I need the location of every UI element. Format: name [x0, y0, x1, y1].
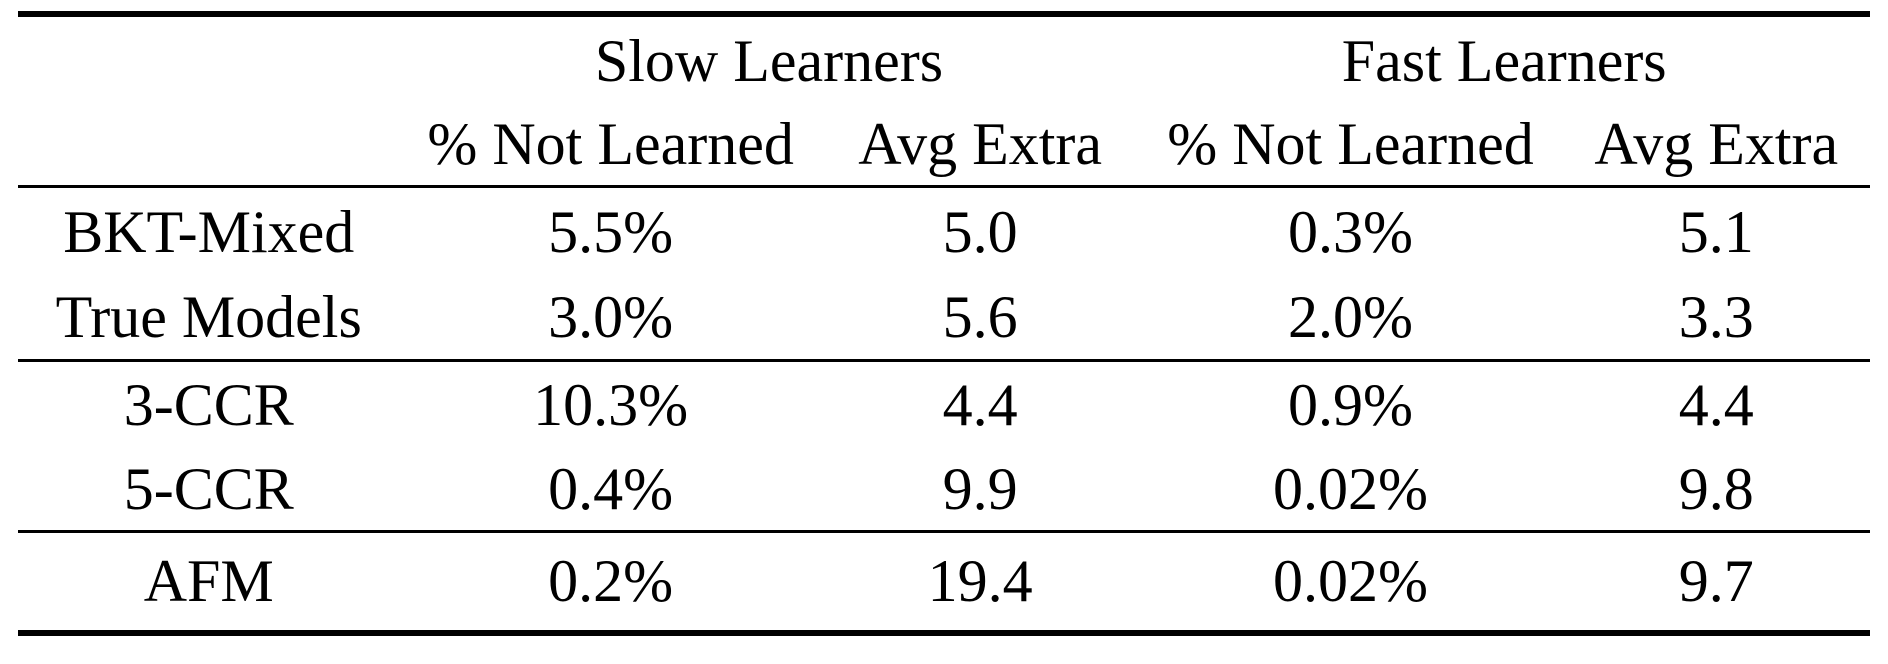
value-cell: 3.3 — [1562, 276, 1870, 362]
model-name-cell: True Models — [18, 276, 400, 362]
value-cell: 5.5% — [548, 198, 674, 265]
value-cell: 5.1 — [1678, 198, 1754, 265]
value-cell: 3.0% — [399, 276, 822, 362]
value-cell: 9.8 — [1562, 448, 1870, 533]
section-bkt: BKT-Mixed 5.5% 5.0 0.3% 5.1 True Models … — [18, 186, 1870, 362]
table-row-afm: AFM 0.2% 19.4 0.02% 9.7 — [18, 531, 1870, 633]
value-cell: 10.3% — [533, 371, 689, 438]
col-header-fast-not-learned: % Not Learned — [1138, 104, 1563, 188]
model-name-cell: 5-CCR — [18, 448, 400, 533]
value-cell: 4.4 — [1678, 371, 1754, 438]
col-header-slow-avg-extra: Avg Extra — [821, 104, 1139, 188]
section-afm: AFM 0.2% 19.4 0.02% 9.7 — [18, 531, 1870, 633]
value-cell: 0.02% — [1272, 548, 1428, 615]
value-cell: 5.6 — [821, 276, 1139, 362]
corner-empty-cell — [18, 14, 400, 104]
table-row-3ccr: 3-CCR 10.3% 4.4 0.9% 4.4 — [18, 360, 1870, 448]
group-header-fast-learners: Fast Learners — [1341, 27, 1667, 94]
model-header-empty-cell — [18, 104, 400, 188]
value-cell: 0.02% — [1138, 448, 1563, 533]
value-cell: 9.9 — [821, 448, 1139, 533]
group-header-slow-learners: Slow Learners — [594, 27, 944, 94]
value-cell: 0.2% — [548, 548, 674, 615]
value-cell: 0.9% — [1287, 371, 1413, 438]
model-name-cell: 3-CCR — [123, 371, 294, 438]
group-header-row: Slow Learners Fast Learners — [18, 14, 1870, 104]
section-ccr: 3-CCR 10.3% 4.4 0.9% 4.4 5-CCR 0.4% 9.9 … — [18, 360, 1870, 533]
value-cell: 0.3% — [1287, 198, 1413, 265]
value-cell: 2.0% — [1138, 276, 1563, 362]
results-table: Slow Learners Fast Learners % Not Learne… — [18, 11, 1870, 636]
col-header-slow-not-learned: % Not Learned — [399, 104, 822, 188]
table-row-true-models: True Models 3.0% 5.6 2.0% 3.3 — [18, 276, 1870, 362]
value-cell: 9.7 — [1678, 548, 1754, 615]
value-cell: 19.4 — [927, 548, 1033, 615]
value-cell: 4.4 — [942, 371, 1018, 438]
model-name-cell: BKT-Mixed — [63, 198, 355, 265]
col-header-fast-avg-extra: Avg Extra — [1562, 104, 1870, 188]
model-name-cell: AFM — [143, 548, 274, 615]
sub-header-row: % Not Learned Avg Extra % Not Learned Av… — [18, 104, 1870, 188]
table-row-bkt-mixed: BKT-Mixed 5.5% 5.0 0.3% 5.1 — [18, 186, 1870, 276]
value-cell: 0.4% — [399, 448, 822, 533]
value-cell: 5.0 — [942, 198, 1018, 265]
table-header: Slow Learners Fast Learners % Not Learne… — [18, 14, 1870, 188]
table-row-5ccr: 5-CCR 0.4% 9.9 0.02% 9.8 — [18, 448, 1870, 533]
